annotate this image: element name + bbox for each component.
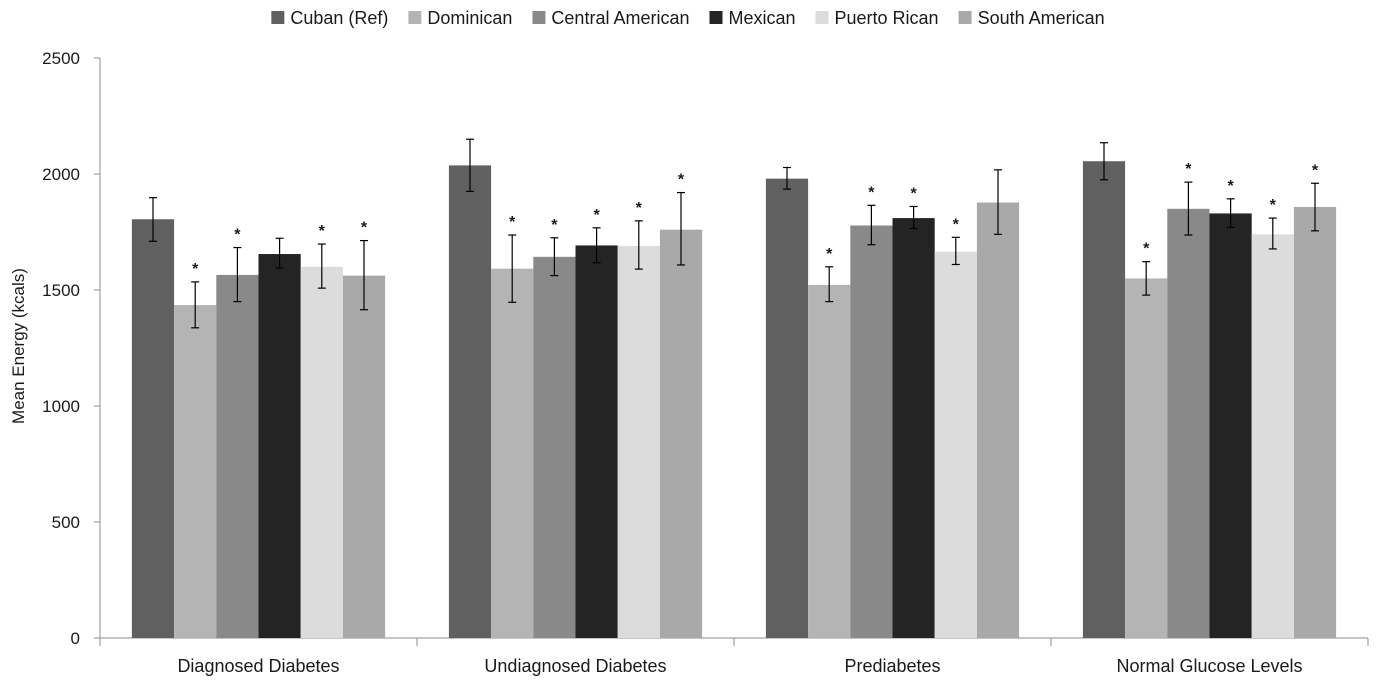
legend-label: Cuban (Ref): [290, 8, 388, 28]
significance-star: *: [551, 217, 558, 234]
y-tick-label: 2000: [42, 165, 80, 184]
significance-star: *: [1312, 162, 1319, 179]
significance-star: *: [910, 185, 917, 202]
significance-star: *: [1185, 161, 1192, 178]
legend-swatch: [958, 11, 972, 24]
legend-label: Dominican: [427, 8, 512, 28]
significance-markers: * * * * * * * * * * * * * * * * * *: [192, 161, 1319, 278]
y-tick-label: 1500: [42, 281, 80, 300]
significance-star: *: [1227, 178, 1234, 195]
y-tick-label: 500: [52, 513, 80, 532]
bar: [1082, 161, 1126, 639]
bar: [1125, 278, 1168, 638]
significance-star: *: [192, 261, 199, 278]
bar: [976, 202, 1020, 638]
bar: [300, 266, 343, 638]
significance-star: *: [678, 172, 685, 189]
significance-star: *: [1270, 197, 1277, 214]
x-category-label: Prediabetes: [844, 656, 940, 676]
y-axis: 0 500 1000 1500 2000 2500: [42, 49, 101, 648]
y-tick-label: 2500: [42, 49, 80, 68]
significance-star: *: [868, 184, 875, 201]
x-category-label: Normal Glucose Levels: [1116, 656, 1302, 676]
bar: [617, 245, 660, 639]
bar: [1209, 213, 1252, 638]
bar: [491, 268, 534, 638]
x-category-label: Undiagnosed Diabetes: [484, 656, 666, 676]
x-axis: Diagnosed Diabetes Undiagnosed Diabetes Pr…: [99, 637, 1369, 676]
y-tick-label: 0: [71, 629, 80, 648]
legend-swatch: [408, 11, 422, 24]
bar: [765, 178, 809, 638]
bar: [131, 219, 175, 639]
significance-star: *: [1143, 241, 1150, 258]
significance-star: *: [319, 223, 326, 240]
bar: [216, 274, 259, 638]
bar: [342, 275, 386, 638]
significance-star: *: [593, 207, 600, 224]
error-bars: [149, 138, 1319, 329]
bar: [659, 229, 703, 638]
bars: [131, 161, 1337, 639]
significance-star: *: [361, 220, 368, 237]
bar: [1293, 206, 1337, 638]
bar: [258, 254, 301, 639]
y-axis-title: Mean Energy (kcals): [9, 268, 28, 424]
significance-star: *: [509, 214, 516, 231]
bar: [850, 225, 893, 638]
bar: [892, 218, 935, 638]
legend-swatch: [709, 11, 723, 24]
legend: Cuban (Ref) Dominican Central American Mexi…: [271, 8, 1105, 28]
bar: [1251, 234, 1294, 638]
significance-star: *: [826, 246, 833, 263]
significance-star: *: [953, 216, 960, 233]
y-tick-label: 1000: [42, 397, 80, 416]
legend-swatch: [271, 11, 285, 24]
bar: [808, 284, 851, 638]
bar: [448, 165, 492, 638]
bar: [533, 256, 576, 638]
bar: [575, 245, 618, 638]
legend-label: South American: [978, 8, 1105, 28]
legend-swatch: [532, 11, 546, 24]
bar: [174, 305, 217, 638]
bar: [934, 251, 977, 638]
legend-label: Mexican: [728, 8, 795, 28]
significance-star: *: [636, 200, 643, 217]
x-category-label: Diagnosed Diabetes: [177, 656, 339, 676]
legend-label: Puerto Rican: [835, 8, 939, 28]
bar: [1167, 208, 1210, 639]
legend-swatch: [815, 11, 829, 24]
legend-label: Central American: [551, 8, 689, 28]
significance-star: *: [234, 227, 241, 244]
